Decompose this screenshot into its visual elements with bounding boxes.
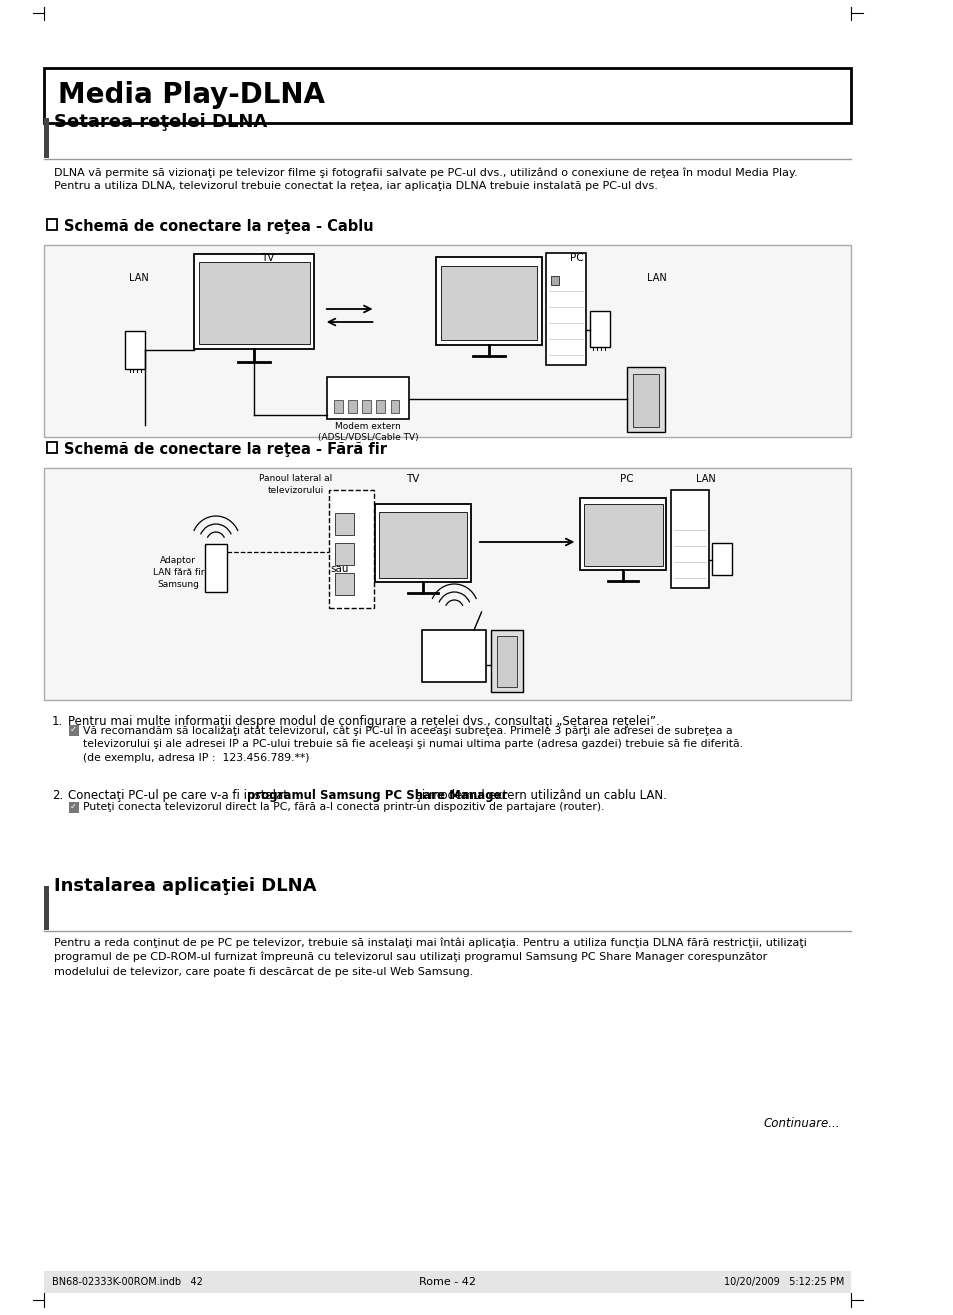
- Text: DLNA vă permite să vizionaţi pe televizor filme şi fotografii salvate pe PC-ul d: DLNA vă permite să vizionaţi pe televizo…: [54, 167, 798, 178]
- Bar: [436, 256, 541, 345]
- Text: Pentru a utiliza DLNA, televizorul trebuie conectat la reţea, iar aplicaţia DLNA: Pentru a utiliza DLNA, televizorul trebu…: [54, 181, 658, 191]
- Bar: [326, 377, 409, 419]
- Text: BN68-02333K-00ROM.indb   42: BN68-02333K-00ROM.indb 42: [51, 1277, 202, 1287]
- Text: ✓: ✓: [70, 725, 76, 734]
- Text: televizorului şi ale adresei IP a PC-ului trebuie să fie aceleaşi şi numai ultim: televizorului şi ale adresei IP a PC-ulu…: [83, 739, 741, 750]
- Text: sau: sau: [331, 564, 349, 575]
- Text: Media Play-DLNA: Media Play-DLNA: [58, 82, 325, 109]
- Bar: [583, 504, 662, 565]
- Text: Schemă de conectare la reţea - Cablu: Schemă de conectare la reţea - Cablu: [64, 220, 373, 234]
- Bar: [579, 498, 666, 569]
- Bar: [69, 802, 79, 813]
- Bar: [376, 400, 384, 413]
- Bar: [44, 1272, 850, 1293]
- Bar: [69, 725, 79, 736]
- Bar: [199, 262, 310, 345]
- Text: (ADSL/VDSL/Cable TV): (ADSL/VDSL/Cable TV): [317, 433, 417, 442]
- Bar: [334, 400, 342, 413]
- Bar: [47, 442, 57, 452]
- Bar: [551, 276, 558, 285]
- Text: PC: PC: [619, 473, 633, 484]
- Bar: [328, 490, 374, 608]
- Text: Rome - 42: Rome - 42: [418, 1277, 476, 1287]
- Text: TV: TV: [406, 473, 419, 484]
- Bar: [362, 400, 371, 413]
- Bar: [194, 254, 314, 348]
- Text: 2.: 2.: [51, 789, 63, 802]
- Text: Samsung: Samsung: [157, 580, 199, 589]
- Bar: [335, 513, 354, 535]
- Text: Conectaţi PC-ul pe care v-a fi instalat: Conectaţi PC-ul pe care v-a fi instalat: [68, 789, 291, 802]
- Text: LAN: LAN: [129, 274, 149, 283]
- Bar: [348, 400, 356, 413]
- Text: 1.: 1.: [51, 715, 63, 729]
- Bar: [589, 312, 610, 347]
- Text: Puteţi conecta televizorul direct la PC, fără a-l conecta printr-un dispozitiv d: Puteţi conecta televizorul direct la PC,…: [83, 802, 603, 811]
- Bar: [546, 252, 585, 366]
- Text: şi modemul extern utilizând un cablu LAN.: şi modemul extern utilizând un cablu LAN…: [412, 789, 666, 802]
- Bar: [335, 573, 354, 594]
- Text: Pentru a reda conţinut de pe PC pe televizor, trebuie să instalaţi mai întâi apl: Pentru a reda conţinut de pe PC pe telev…: [54, 938, 806, 948]
- Text: Panoul lateral al: Panoul lateral al: [259, 473, 332, 483]
- Text: LAN fără fir: LAN fără fir: [152, 568, 204, 577]
- Bar: [390, 400, 398, 413]
- Text: Instalarea aplicaţiei DLNA: Instalarea aplicaţiei DLNA: [54, 877, 316, 896]
- Bar: [44, 468, 850, 700]
- Bar: [44, 68, 850, 124]
- Bar: [632, 373, 659, 427]
- Bar: [711, 543, 731, 575]
- Bar: [44, 886, 49, 930]
- Bar: [47, 220, 57, 230]
- Text: LAN: LAN: [646, 274, 666, 283]
- Text: modelului de televizor, care poate fi descărcat de pe site-ul Web Samsung.: modelului de televizor, care poate fi de…: [54, 967, 474, 977]
- Bar: [125, 331, 146, 370]
- Bar: [626, 367, 664, 433]
- Text: LAN: LAN: [696, 473, 715, 484]
- Bar: [422, 630, 486, 682]
- Bar: [44, 245, 850, 437]
- Text: PC: PC: [570, 252, 583, 263]
- Bar: [671, 490, 708, 588]
- Text: programul de pe CD-ROM-ul furnizat împreună cu televizorul sau utilizaţi program: programul de pe CD-ROM-ul furnizat împre…: [54, 952, 767, 963]
- Bar: [379, 512, 467, 579]
- Text: Continuare...: Continuare...: [762, 1116, 840, 1130]
- Text: 10/20/2009   5:12:25 PM: 10/20/2009 5:12:25 PM: [723, 1277, 844, 1287]
- Text: Pentru mai multe informaţii despre modul de configurare a reţelei dvs., consulta: Pentru mai multe informaţii despre modul…: [68, 715, 659, 729]
- Text: Adaptor: Adaptor: [160, 556, 196, 565]
- Bar: [375, 504, 471, 583]
- Text: Modem extern: Modem extern: [335, 422, 400, 431]
- Bar: [497, 636, 517, 686]
- Text: televizorului: televizorului: [267, 487, 323, 494]
- Text: TV: TV: [260, 252, 274, 263]
- Bar: [491, 630, 522, 692]
- Bar: [440, 266, 537, 341]
- Text: (de exemplu, adresa IP :  123.456.789.**): (de exemplu, adresa IP : 123.456.789.**): [83, 753, 309, 763]
- Text: Vă recomandăm să localizaţi atât televizorul, cât şi PC-ul în aceeaşi subreţea. : Vă recomandăm să localizaţi atât televiz…: [83, 725, 732, 735]
- Bar: [205, 544, 227, 592]
- Bar: [44, 118, 49, 158]
- Text: programul Samsung PC Share Manager: programul Samsung PC Share Manager: [247, 789, 507, 802]
- Bar: [335, 543, 354, 565]
- Text: ✓: ✓: [70, 802, 76, 811]
- Text: Setarea reţelei DLNA: Setarea reţelei DLNA: [54, 113, 268, 132]
- Text: Schemă de conectare la reţea - Fără fir: Schemă de conectare la reţea - Fără fir: [64, 442, 386, 458]
